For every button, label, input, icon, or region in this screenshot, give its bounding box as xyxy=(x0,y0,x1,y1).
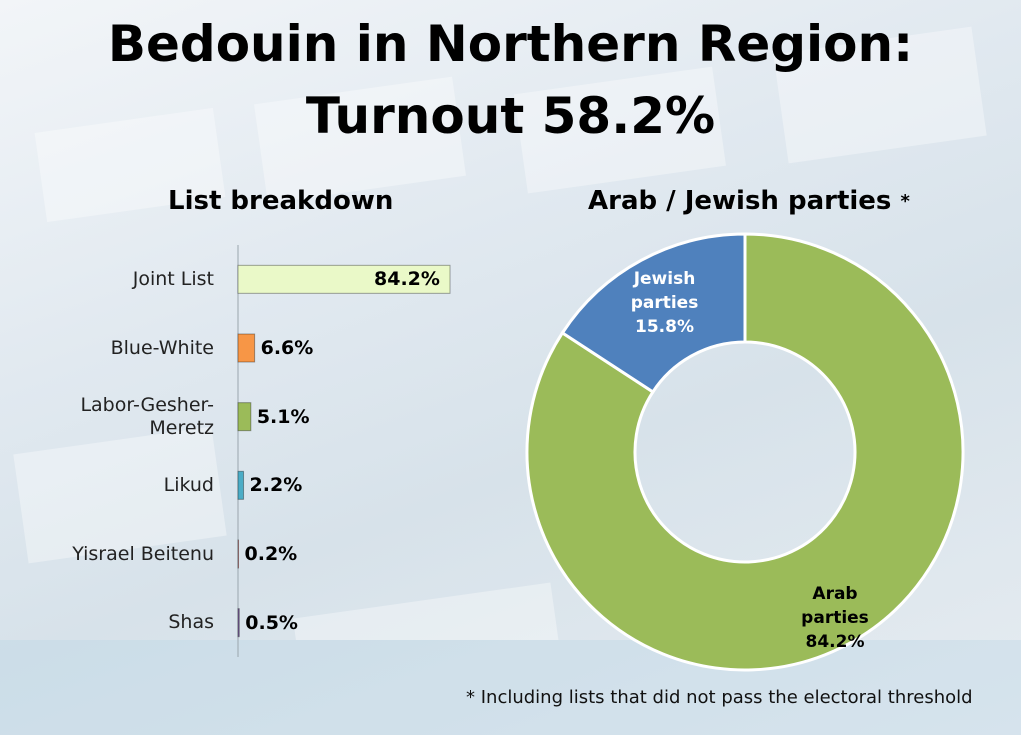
bar xyxy=(237,470,245,500)
donut-chart-title: Arab / Jewish parties * xyxy=(588,186,910,216)
category-label: Shas xyxy=(168,611,214,634)
bar xyxy=(237,264,451,294)
bar-chart-title: List breakdown xyxy=(168,186,394,216)
donut-segment xyxy=(525,232,965,672)
bar xyxy=(237,608,240,638)
value-label: 5.1% xyxy=(256,405,310,428)
segment-label: Arab parties 84.2% xyxy=(790,582,880,654)
donut-segment xyxy=(560,232,747,394)
segment-name: Arab parties xyxy=(801,584,869,629)
segment-label: Jewish parties 15.8% xyxy=(620,267,710,339)
segment-value: 15.8% xyxy=(635,317,694,338)
bar xyxy=(237,333,256,363)
bar xyxy=(237,402,252,432)
category-label: Blue-White xyxy=(110,336,214,359)
value-label: 0.2% xyxy=(244,543,298,565)
value-label: 0.5% xyxy=(245,611,298,634)
category-label: Joint List xyxy=(132,267,214,290)
value-label: 2.2% xyxy=(249,474,303,497)
bar xyxy=(237,539,240,569)
donut-title-text: Arab / Jewish parties xyxy=(588,186,892,216)
category-label: Labor-Gesher-Meretz xyxy=(80,393,214,439)
footnote: * Including lists that did not pass the … xyxy=(466,687,973,708)
value-label: 6.6% xyxy=(260,337,314,359)
segment-value: 84.2% xyxy=(805,632,865,653)
slide-title: Bedouin in Northern Region: Turnout 58.2… xyxy=(0,8,1021,152)
title-line: Turnout 58.2% xyxy=(305,87,716,145)
segment-name: Jewish parties xyxy=(630,269,699,314)
donut-title-note: * xyxy=(900,191,910,212)
background-texture xyxy=(0,26,1021,735)
category-label: Yisrael Beitenu xyxy=(72,542,214,565)
category-label: Likud xyxy=(163,473,214,496)
value-label: 84.2% xyxy=(374,268,440,291)
title-line: Bedouin in Northern Region: xyxy=(107,15,914,73)
